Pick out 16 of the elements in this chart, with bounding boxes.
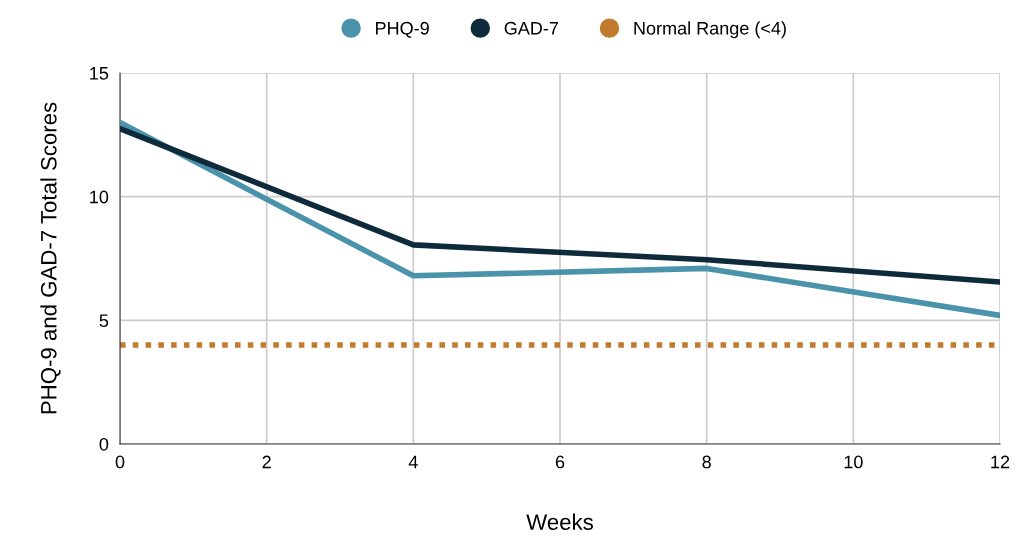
y-tick-label: 5 bbox=[99, 314, 109, 328]
legend-label: GAD-7 bbox=[504, 21, 559, 35]
x-tick-label: 0 bbox=[115, 455, 125, 469]
y-tick-label: 15 bbox=[90, 67, 109, 80]
x-tick-label: 12 bbox=[991, 455, 1010, 469]
y-axis-title: PHQ-9 and GAD-7 Total Scores bbox=[40, 102, 61, 414]
legend-label: Normal Range (<4) bbox=[634, 21, 786, 39]
x-axis-title: Weeks bbox=[526, 513, 593, 530]
x-tick-label: 8 bbox=[702, 455, 711, 469]
legend-label: PHQ-9 bbox=[376, 21, 429, 38]
x-tick-label: 2 bbox=[262, 455, 271, 469]
y-tick-label: 10 bbox=[90, 190, 109, 204]
y-tick-label: 0 bbox=[99, 437, 109, 451]
x-tick-label: 6 bbox=[555, 455, 565, 469]
x-tick-label: 10 bbox=[844, 455, 863, 469]
x-tick-label: 4 bbox=[408, 455, 418, 469]
